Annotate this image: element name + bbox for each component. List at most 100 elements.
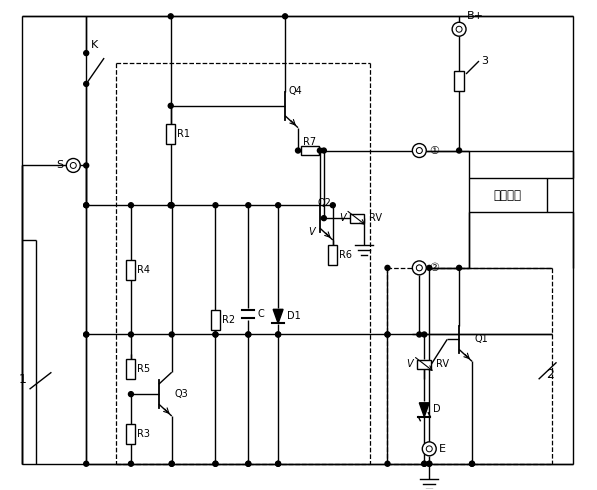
- Bar: [350, 214, 364, 222]
- Text: 2: 2: [547, 368, 555, 381]
- Text: V: V: [308, 227, 315, 237]
- Text: R4: R4: [137, 265, 150, 275]
- Circle shape: [276, 461, 281, 466]
- Circle shape: [84, 50, 89, 55]
- Text: R6: R6: [339, 250, 352, 260]
- Text: R1: R1: [177, 129, 190, 139]
- Circle shape: [168, 203, 173, 208]
- Bar: [454, 71, 464, 91]
- Circle shape: [84, 332, 89, 337]
- Text: C: C: [257, 309, 264, 318]
- Circle shape: [246, 461, 251, 466]
- Circle shape: [321, 216, 327, 220]
- Circle shape: [84, 163, 89, 168]
- Circle shape: [66, 158, 80, 172]
- Circle shape: [168, 103, 173, 108]
- Circle shape: [422, 461, 427, 466]
- Circle shape: [385, 461, 390, 466]
- Text: V: V: [407, 359, 413, 369]
- Circle shape: [330, 203, 336, 208]
- Bar: [127, 424, 136, 444]
- Circle shape: [385, 332, 390, 337]
- Circle shape: [246, 332, 251, 337]
- Circle shape: [128, 392, 134, 396]
- Circle shape: [84, 332, 89, 337]
- Circle shape: [417, 332, 422, 337]
- Circle shape: [452, 22, 466, 36]
- Circle shape: [422, 332, 427, 337]
- Circle shape: [469, 461, 475, 466]
- Text: K: K: [91, 40, 99, 50]
- Text: Q4: Q4: [288, 86, 302, 96]
- Circle shape: [457, 266, 461, 270]
- Circle shape: [416, 265, 422, 271]
- Circle shape: [169, 461, 174, 466]
- Circle shape: [213, 203, 218, 208]
- Circle shape: [128, 332, 134, 337]
- Circle shape: [84, 81, 89, 86]
- Circle shape: [427, 461, 432, 466]
- Bar: [328, 245, 337, 265]
- Circle shape: [246, 461, 251, 466]
- Circle shape: [276, 332, 281, 337]
- Circle shape: [413, 261, 426, 275]
- Circle shape: [84, 203, 89, 208]
- Circle shape: [213, 461, 218, 466]
- Text: ②: ②: [429, 263, 439, 273]
- Circle shape: [169, 203, 174, 208]
- Text: D: D: [433, 404, 441, 414]
- Circle shape: [417, 266, 422, 270]
- Text: D1: D1: [287, 311, 301, 320]
- Circle shape: [169, 461, 174, 466]
- Circle shape: [128, 461, 134, 466]
- Text: 3: 3: [481, 56, 488, 66]
- Circle shape: [70, 163, 76, 169]
- Circle shape: [385, 266, 390, 270]
- Circle shape: [422, 461, 427, 466]
- Bar: [127, 260, 136, 280]
- Circle shape: [169, 332, 174, 337]
- Text: ①: ①: [429, 146, 439, 155]
- Circle shape: [84, 461, 89, 466]
- Bar: [166, 123, 175, 144]
- Text: RV: RV: [368, 213, 381, 223]
- Circle shape: [318, 148, 322, 153]
- Circle shape: [128, 203, 134, 208]
- Text: R2: R2: [222, 315, 235, 324]
- Text: E: E: [439, 444, 446, 454]
- Circle shape: [246, 332, 251, 337]
- Bar: [211, 310, 220, 329]
- Circle shape: [84, 203, 89, 208]
- Circle shape: [276, 461, 281, 466]
- Circle shape: [168, 203, 173, 208]
- Circle shape: [426, 446, 432, 452]
- Circle shape: [213, 332, 218, 337]
- Text: S: S: [56, 160, 63, 171]
- Bar: [301, 146, 319, 155]
- Circle shape: [427, 461, 432, 466]
- Circle shape: [282, 14, 288, 19]
- Circle shape: [246, 203, 251, 208]
- Text: R5: R5: [137, 364, 150, 374]
- Text: RV: RV: [436, 359, 449, 369]
- Circle shape: [416, 147, 422, 153]
- Circle shape: [213, 332, 218, 337]
- Text: Q2: Q2: [318, 198, 332, 208]
- Circle shape: [385, 332, 390, 337]
- Circle shape: [213, 461, 218, 466]
- Text: 直流负载: 直流负载: [494, 189, 522, 202]
- Circle shape: [276, 332, 281, 337]
- Text: 1: 1: [19, 373, 26, 386]
- Circle shape: [417, 148, 422, 153]
- Bar: [417, 360, 431, 369]
- Text: Q3: Q3: [175, 389, 189, 399]
- Text: R3: R3: [137, 429, 150, 439]
- Circle shape: [168, 14, 173, 19]
- Text: B+: B+: [467, 11, 484, 21]
- Polygon shape: [273, 309, 283, 323]
- Circle shape: [413, 144, 426, 157]
- Text: V: V: [339, 213, 346, 223]
- Circle shape: [456, 26, 462, 32]
- Text: R7: R7: [303, 137, 316, 147]
- Circle shape: [422, 442, 436, 456]
